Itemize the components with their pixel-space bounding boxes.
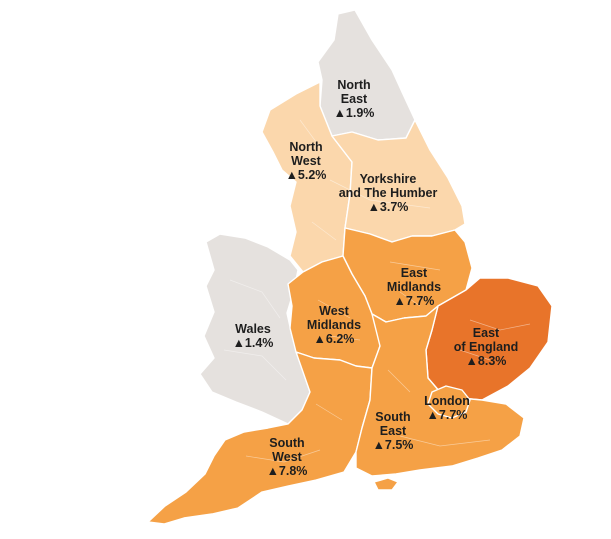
label-north-east-line1: North bbox=[337, 78, 371, 92]
label-south-east-line1: South bbox=[375, 410, 411, 424]
label-wales-line1: Wales bbox=[235, 322, 271, 336]
label-south-west-value: ▲7.8% bbox=[266, 464, 308, 478]
label-east-of-england-value: ▲8.3% bbox=[465, 354, 507, 368]
label-north-east: North East ▲1.9% bbox=[334, 78, 375, 120]
label-west-midlands-line2: Midlands bbox=[306, 318, 362, 332]
label-london-value: ▲7.7% bbox=[426, 408, 468, 422]
label-south-west: South West ▲7.8% bbox=[267, 436, 308, 478]
label-yorkshire: Yorkshire and The Humber ▲3.7% bbox=[339, 172, 438, 214]
label-wales-value: ▲1.4% bbox=[232, 336, 274, 350]
label-wales: Wales ▲1.4% bbox=[233, 322, 274, 350]
region-north-east[interactable] bbox=[317, 9, 416, 141]
label-london: London ▲7.7% bbox=[424, 394, 470, 422]
label-yorkshire-value: ▲3.7% bbox=[367, 200, 409, 214]
label-west-midlands: West Midlands ▲6.2% bbox=[307, 304, 361, 346]
label-east-midlands-value: ▲7.7% bbox=[393, 294, 435, 308]
isle-of-wight[interactable] bbox=[373, 477, 399, 491]
label-south-east-line2: East bbox=[379, 424, 407, 438]
label-south-east: South East ▲7.5% bbox=[373, 410, 414, 452]
region-london[interactable] bbox=[427, 385, 471, 419]
label-yorkshire-line2: and The Humber bbox=[338, 186, 438, 200]
label-yorkshire-line1: Yorkshire bbox=[359, 172, 417, 186]
label-east-midlands-line1: East bbox=[400, 266, 428, 280]
label-east-of-england: East of England ▲8.3% bbox=[454, 326, 519, 368]
region-yorkshire[interactable] bbox=[331, 119, 466, 243]
label-north-east-value: ▲1.9% bbox=[333, 106, 375, 120]
label-east-midlands-line2: Midlands bbox=[386, 280, 442, 294]
region-south-east[interactable] bbox=[355, 305, 525, 477]
label-east-of-england-line1: East bbox=[472, 326, 500, 340]
label-north-west-line1: North bbox=[289, 140, 323, 154]
label-london-line1: London bbox=[424, 394, 470, 408]
label-north-east-line2: East bbox=[340, 92, 368, 106]
label-south-west-line2: West bbox=[272, 450, 302, 464]
label-west-midlands-line1: West bbox=[319, 304, 349, 318]
label-east-of-england-line2: of England bbox=[453, 340, 519, 354]
label-west-midlands-value: ▲6.2% bbox=[313, 332, 355, 346]
district-lines bbox=[223, 119, 531, 463]
label-north-west-value: ▲5.2% bbox=[285, 168, 327, 182]
label-south-east-value: ▲7.5% bbox=[372, 438, 414, 452]
label-east-midlands: East Midlands ▲7.7% bbox=[387, 266, 441, 308]
label-south-west-line1: South bbox=[269, 436, 305, 450]
label-north-west: North West ▲5.2% bbox=[286, 140, 327, 182]
label-north-west-line2: West bbox=[291, 154, 321, 168]
